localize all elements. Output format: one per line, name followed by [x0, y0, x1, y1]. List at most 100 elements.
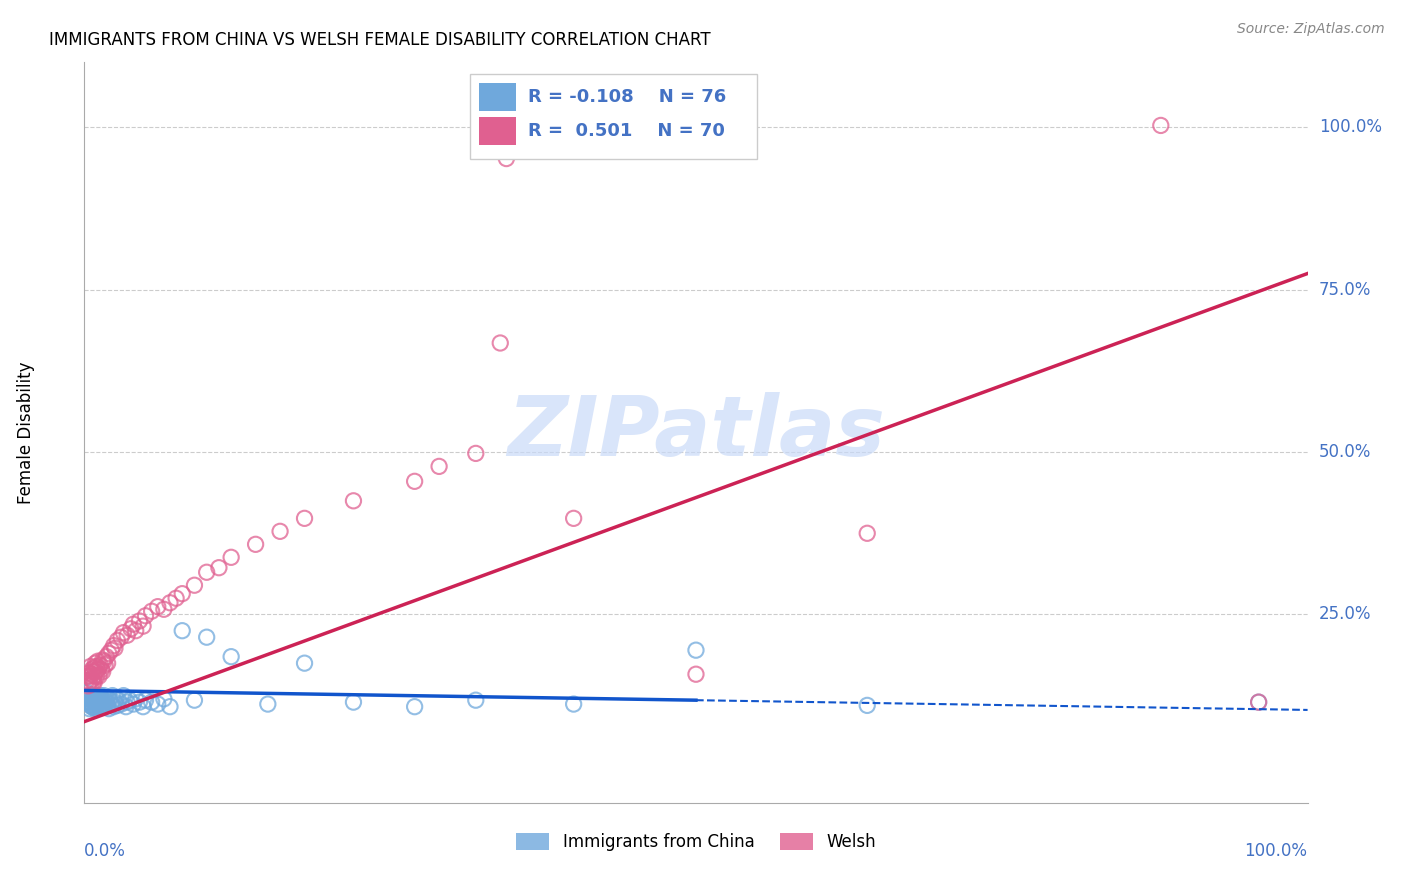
Point [685, 667, 707, 681]
Point [105, 692, 128, 706]
Text: 50.0%: 50.0% [1319, 443, 1371, 461]
Point [100, 643, 122, 657]
Point [96, 649, 118, 664]
Point [103, 699, 125, 714]
Point [172, 624, 194, 638]
Point [135, 608, 157, 623]
Point [427, 459, 450, 474]
Point [82, 694, 104, 708]
Point [464, 693, 486, 707]
Point [110, 630, 132, 644]
Point [89, 658, 111, 673]
Point [1150, 119, 1173, 133]
FancyBboxPatch shape [470, 73, 758, 159]
Point [77, 679, 100, 693]
Point [82, 700, 104, 714]
Point [294, 656, 316, 670]
Point [132, 699, 155, 714]
Point [82, 675, 104, 690]
Point [87, 654, 110, 668]
Point [97, 692, 120, 706]
Point [77, 669, 100, 683]
Point [83, 695, 105, 709]
Point [219, 649, 242, 664]
Text: 75.0%: 75.0% [1319, 281, 1371, 299]
Point [146, 697, 169, 711]
Text: Female Disability: Female Disability [17, 361, 35, 504]
Point [83, 669, 105, 683]
Point [856, 698, 879, 713]
Point [120, 622, 142, 636]
Point [104, 641, 127, 656]
Point [128, 614, 150, 628]
Point [76, 685, 98, 699]
Text: R = -0.108    N = 76: R = -0.108 N = 76 [529, 88, 727, 106]
Point [76, 673, 98, 688]
Point [208, 560, 231, 574]
Point [83, 675, 105, 690]
Point [77, 675, 100, 690]
Point [93, 689, 115, 703]
Point [90, 698, 112, 713]
Point [122, 617, 145, 632]
Point [110, 697, 132, 711]
Point [83, 698, 105, 713]
Point [82, 690, 104, 705]
Point [125, 692, 148, 706]
Point [159, 699, 181, 714]
Point [91, 700, 114, 714]
Point [118, 693, 141, 707]
Point [115, 695, 138, 709]
Point [80, 663, 103, 677]
Point [89, 689, 111, 703]
Point [97, 656, 120, 670]
Point [269, 524, 291, 539]
Point [87, 661, 110, 675]
FancyBboxPatch shape [479, 83, 516, 112]
Point [135, 693, 157, 707]
Point [96, 690, 118, 705]
Point [294, 511, 316, 525]
Point [97, 647, 120, 661]
Point [84, 692, 107, 706]
Point [87, 699, 110, 714]
Point [128, 695, 150, 709]
Point [97, 698, 120, 713]
Point [153, 692, 176, 706]
FancyBboxPatch shape [479, 117, 516, 145]
Text: Source: ZipAtlas.com: Source: ZipAtlas.com [1237, 22, 1385, 37]
Point [257, 697, 280, 711]
Point [82, 665, 104, 679]
Point [101, 689, 124, 703]
Point [105, 698, 128, 713]
Point [562, 697, 585, 711]
Point [87, 663, 110, 677]
Point [80, 667, 103, 681]
Point [1247, 695, 1270, 709]
Point [84, 656, 107, 670]
Point [342, 695, 364, 709]
Point [89, 693, 111, 707]
Point [79, 689, 101, 703]
Point [93, 697, 115, 711]
Point [562, 511, 585, 525]
Point [122, 697, 145, 711]
Point [96, 695, 118, 709]
Point [80, 693, 103, 707]
Point [79, 659, 101, 673]
Point [91, 695, 114, 709]
Text: 25.0%: 25.0% [1319, 606, 1371, 624]
Point [115, 699, 138, 714]
Point [165, 591, 187, 606]
Point [342, 493, 364, 508]
Point [77, 665, 100, 680]
Point [172, 587, 194, 601]
Point [91, 653, 114, 667]
Point [84, 697, 107, 711]
Point [153, 602, 176, 616]
Point [79, 669, 101, 683]
Point [107, 693, 129, 707]
Point [183, 693, 205, 707]
Point [105, 633, 128, 648]
Point [103, 639, 125, 653]
